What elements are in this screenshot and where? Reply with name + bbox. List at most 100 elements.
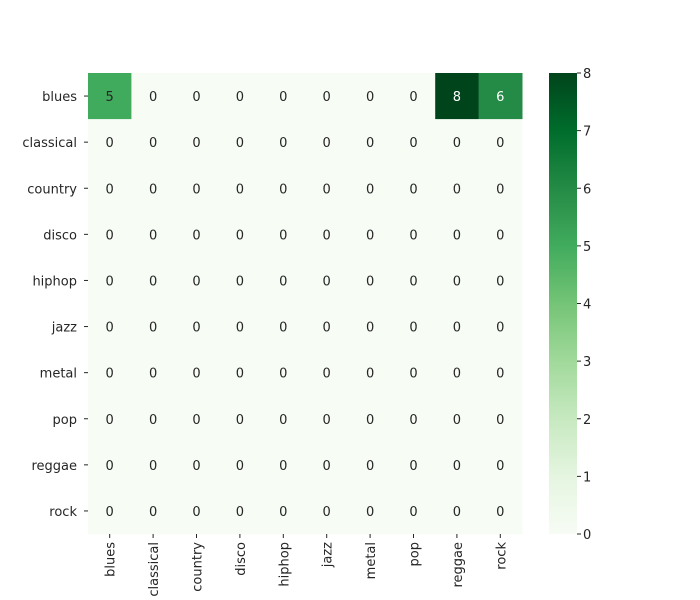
cell-value-label: 0 [366, 274, 374, 289]
cell-value-label: 6 [496, 90, 504, 105]
cell-value-label: 0 [279, 321, 287, 336]
cell-value-label: 0 [409, 413, 417, 428]
column-tick-label: reggae [451, 542, 466, 588]
heatmap-cell [261, 73, 306, 120]
cell-value-label: 0 [323, 274, 331, 289]
heatmap-cell [391, 441, 436, 489]
heatmap-cell [218, 303, 263, 351]
heatmap-cell [88, 119, 132, 166]
colorbar-tick-label: 6 [583, 182, 591, 197]
cell-value-label: 0 [192, 505, 200, 520]
heatmap-cell [391, 73, 436, 120]
cell-value-label: 0 [149, 182, 157, 197]
cell-value-label: 0 [236, 321, 244, 336]
heatmap-cell [88, 303, 132, 351]
cell-value-label: 0 [279, 182, 287, 197]
cell-value-label: 0 [409, 136, 417, 151]
heatmap-cell [391, 303, 436, 351]
heatmap-cell [174, 165, 219, 212]
heatmap-cell [131, 257, 176, 304]
heatmap-cell [261, 165, 306, 212]
cell-value-label: 0 [279, 413, 287, 428]
row-tick-label: pop [53, 413, 77, 428]
cell-value-label: 0 [453, 182, 461, 197]
cell-value-label: 0 [106, 182, 114, 197]
heatmap-cell [218, 441, 263, 489]
colorbar-tick-label: 2 [583, 413, 591, 428]
cell-value-label: 0 [366, 413, 374, 428]
cell-value-label: 0 [453, 413, 461, 428]
heatmap-cell [478, 303, 523, 351]
cell-value-label: 0 [279, 274, 287, 289]
cell-value-label: 0 [192, 228, 200, 243]
row-tick-labels: blues classical country disco hiphop jazz meta… [22, 90, 88, 520]
cell-value-label: 0 [192, 367, 200, 382]
heatmap-cell [88, 487, 132, 535]
row-tick-label: classical [22, 136, 77, 151]
colorbar-tick-label: 3 [583, 355, 591, 370]
heatmap-cell [478, 211, 523, 258]
heatmap-cell [131, 119, 176, 166]
cell-value-label: 0 [106, 459, 114, 474]
heatmap-cell [305, 303, 349, 351]
column-tick-labels: blues classical country disco hiphop jazz meta… [104, 534, 509, 597]
cell-value-label: 0 [236, 413, 244, 428]
heatmap-cell [348, 487, 393, 535]
heatmap-cell [174, 73, 219, 120]
heatmap-cell [88, 257, 132, 304]
cell-value-label: 0 [106, 413, 114, 428]
cell-value-label: 0 [279, 367, 287, 382]
cell-value-label: 0 [366, 90, 374, 105]
heatmap-cell [218, 73, 263, 120]
heatmap-cell [88, 441, 132, 489]
colorbar-tick-label: 8 [583, 67, 591, 82]
heatmap-cell [305, 211, 349, 258]
cell-value-label: 0 [192, 136, 200, 151]
cell-value-label: 0 [149, 90, 157, 105]
heatmap-cell [174, 303, 219, 351]
heatmap-cell [218, 349, 263, 397]
cell-value-label: 0 [236, 367, 244, 382]
cell-value-label: 0 [192, 182, 200, 197]
heatmap-cell [131, 441, 176, 489]
colorbar-tick-label: 7 [583, 125, 591, 140]
heatmap-cell [348, 441, 393, 489]
heatmap-cell [131, 487, 176, 535]
heatmap-cell [435, 165, 480, 212]
cell-value-label: 0 [236, 459, 244, 474]
cell-value-label: 0 [236, 182, 244, 197]
row-tick-label: reggae [31, 459, 77, 474]
colorbar: 0 1 2 3 4 5 6 7 8 [549, 67, 591, 543]
heatmap-cell [218, 165, 263, 212]
column-tick-label: classical [147, 542, 162, 597]
heatmap-cell [435, 211, 480, 258]
cell-value-label: 0 [323, 136, 331, 151]
cell-value-label: 0 [496, 413, 504, 428]
heatmap-cell [305, 395, 349, 443]
heatmap-cell [348, 119, 393, 166]
heatmap-cell [218, 257, 263, 304]
heatmap-cell [131, 395, 176, 443]
cell-value-label: 0 [366, 182, 374, 197]
cell-value-label: 0 [279, 90, 287, 105]
cell-value-label: 5 [106, 90, 114, 105]
heatmap-cell [348, 395, 393, 443]
heatmap-cell [218, 487, 263, 535]
heatmap-cell [174, 349, 219, 397]
heatmap-cell [348, 303, 393, 351]
heatmap-cell [478, 487, 523, 535]
column-tick-label: disco [234, 542, 249, 576]
column-tick-label: jazz [321, 542, 336, 568]
heatmap-cell [478, 73, 523, 120]
heatmap-cell [261, 211, 306, 258]
heatmap-cell [348, 211, 393, 258]
heatmap-cell [88, 395, 132, 443]
heatmap-cell [305, 441, 349, 489]
row-tick-label: hiphop [32, 274, 77, 289]
cell-value-label: 0 [192, 90, 200, 105]
cell-value-label: 0 [192, 413, 200, 428]
heatmap-cell [391, 395, 436, 443]
heatmap-cell [478, 349, 523, 397]
heatmap-cell [435, 119, 480, 166]
cell-value-label: 0 [236, 274, 244, 289]
